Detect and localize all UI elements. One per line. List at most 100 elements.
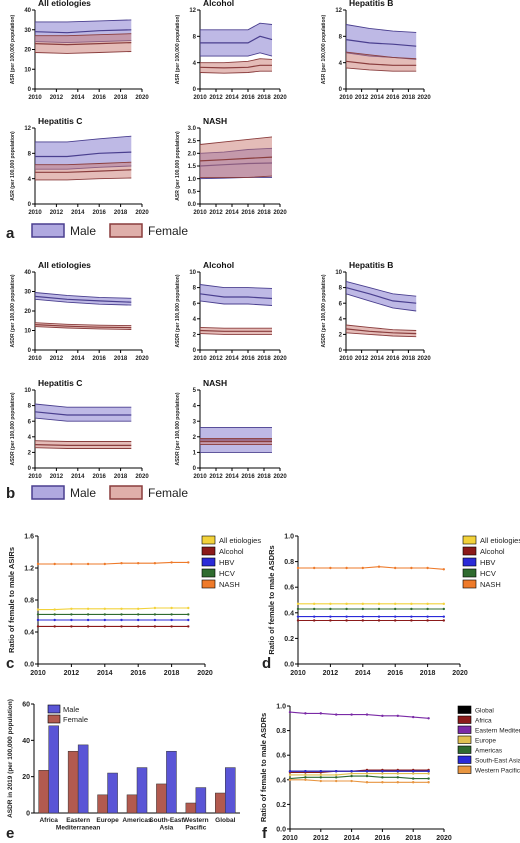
- data-point: [170, 625, 173, 628]
- y-tick-label: 20: [24, 309, 31, 315]
- subplot-title: Hepatitis B: [349, 0, 393, 8]
- x-tick-label: 2018: [257, 356, 271, 362]
- legend-swatch-female: [109, 485, 143, 500]
- data-point: [377, 607, 381, 611]
- data-point: [410, 619, 413, 622]
- data-point: [427, 777, 430, 780]
- x-tick-label: 2012: [355, 356, 369, 362]
- data-point: [153, 618, 157, 622]
- data-point: [329, 566, 332, 570]
- legend-swatch: [457, 735, 472, 744]
- legend-swatch: [47, 704, 61, 714]
- x-tick-label: 2014: [71, 210, 85, 216]
- y-tick-label: 3.0: [188, 126, 197, 132]
- male-estimate-line: [200, 35, 273, 44]
- male-lo-bound-line: [345, 293, 417, 312]
- male-lo-bound-line: [199, 300, 273, 306]
- series-americas: [288, 774, 430, 780]
- male-hi-bound-line: [200, 22, 273, 31]
- y-axis-label: ASDR (per 100,000 population): [175, 274, 181, 347]
- x-tick-label: 2016: [130, 670, 146, 677]
- male-hi-bound-line: [345, 280, 417, 297]
- x-tick-label: 2012: [209, 95, 223, 101]
- data-point: [187, 613, 190, 616]
- y-tick-label: 0: [339, 87, 343, 93]
- legend-label: HCV: [219, 569, 235, 578]
- x-tick-label: 2020: [135, 474, 149, 480]
- x-tick-label: 2020: [417, 95, 431, 101]
- y-tick-label: 4: [193, 317, 197, 323]
- female-lo-bound-line: [199, 333, 272, 335]
- data-point: [335, 773, 338, 777]
- x-tick-label: 2014: [71, 474, 85, 480]
- female-estimate-line: [34, 324, 132, 329]
- data-point: [381, 776, 384, 779]
- female-lo-bound-line: [34, 326, 132, 330]
- data-point: [442, 615, 445, 618]
- x-tick-label: 2010: [193, 474, 207, 480]
- x-tick-label: 2018: [402, 95, 416, 101]
- x-tick-label: 2010: [339, 356, 353, 362]
- x-tick-label: 2012: [50, 210, 64, 216]
- y-tick-label: 5: [193, 388, 197, 394]
- x-tick-label: 2010: [28, 95, 42, 101]
- x-tick-label: 2020: [273, 210, 287, 216]
- data-point: [120, 625, 123, 628]
- y-tick-label: 8: [28, 404, 32, 410]
- female-estimate-line: [34, 444, 132, 446]
- x-tick-label: 2016: [241, 95, 255, 101]
- subplot-title: NASH: [203, 116, 227, 126]
- y-tick-label: 0.0: [188, 202, 197, 208]
- male-estimate-line: [34, 295, 132, 303]
- male-estimate-line: [35, 151, 132, 158]
- legend-label: South-East Asia: [475, 758, 520, 765]
- series-hbv: [296, 615, 445, 618]
- subplot-hepatitis-c: 0 4 8 12 2010 2012 2014 2016 2018 2020 ASR (per 10…: [10, 116, 149, 216]
- data-point: [103, 613, 107, 616]
- x-tick-label: 2018: [114, 210, 128, 216]
- series-line: [290, 779, 429, 783]
- series-eastern-mediterranean: [288, 710, 430, 720]
- data-point: [137, 618, 140, 622]
- legend-label-female: Female: [148, 224, 188, 238]
- y-tick-label: 2: [193, 333, 197, 339]
- data-point: [296, 602, 300, 606]
- x-tick-label: 2018: [420, 670, 436, 677]
- data-point: [153, 625, 157, 628]
- y-tick-label: 0: [339, 348, 343, 354]
- female-uncertainty-band: [200, 136, 272, 178]
- data-point: [410, 602, 413, 606]
- bar-male-americas: [136, 767, 148, 814]
- legend-label: Alcohol: [219, 547, 244, 556]
- y-tick-label: 10: [189, 270, 196, 276]
- data-point: [187, 561, 190, 564]
- x-tick-label: 2016: [386, 356, 400, 362]
- legend: All etiologies Alcohol HBV HCV NASH: [462, 535, 520, 589]
- x-tick-label: 2014: [225, 356, 239, 362]
- y-tick-label: 4: [28, 177, 32, 183]
- legend-label: Africa: [475, 718, 492, 725]
- series-line: [290, 773, 429, 776]
- female-estimate-line: [199, 156, 273, 162]
- y-tick-label: 0.0: [276, 826, 286, 833]
- legend-swatch: [462, 579, 477, 589]
- male-uncertainty-band: [346, 281, 417, 311]
- data-point: [394, 615, 397, 618]
- y-tick-label: 1.2: [24, 565, 34, 572]
- data-point: [313, 619, 316, 622]
- data-point: [412, 777, 415, 780]
- panel-label-f: f: [262, 825, 268, 842]
- data-point: [426, 602, 429, 606]
- y-tick-label: 2: [339, 333, 343, 339]
- series-south-east-asia: [288, 769, 430, 773]
- x-tick-label: 2016: [241, 356, 255, 362]
- x-tick-label: 2012: [323, 670, 339, 677]
- y-tick-label: 10: [24, 329, 31, 335]
- y-tick-label: 12: [335, 8, 342, 14]
- data-point: [120, 607, 123, 610]
- x-tick-label: 2010: [193, 95, 207, 101]
- legend-swatch-female: [109, 223, 143, 238]
- legend-label: Male: [63, 705, 79, 714]
- x-tick-label: 2014: [225, 474, 239, 480]
